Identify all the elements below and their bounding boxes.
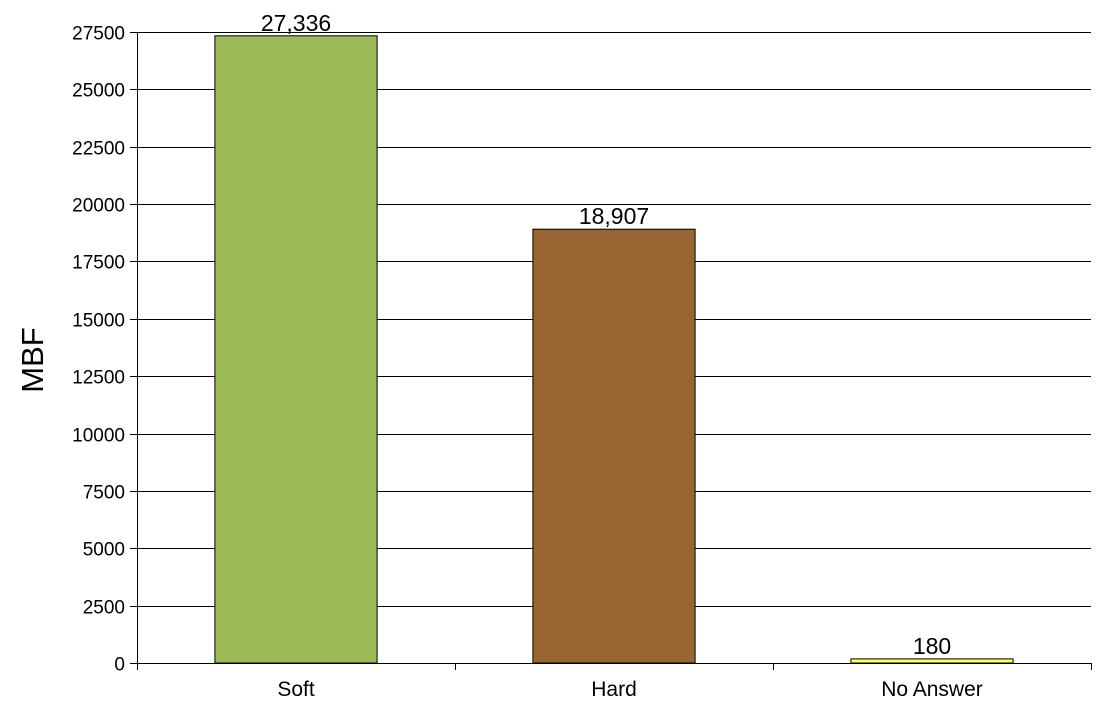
y-tick-label: 25000 bbox=[72, 81, 125, 102]
y-tick-label: 0 bbox=[114, 655, 125, 676]
y-tick-label: 2500 bbox=[83, 598, 125, 619]
data-label: 18,907 bbox=[579, 203, 649, 229]
y-tick-label: 12500 bbox=[72, 368, 125, 389]
x-tick-label: Hard bbox=[591, 678, 637, 701]
y-tick-label: 27500 bbox=[72, 24, 125, 45]
y-tick-label: 20000 bbox=[72, 196, 125, 217]
y-tick-label: 17500 bbox=[72, 253, 125, 274]
bars bbox=[214, 35, 1014, 664]
bar-soft bbox=[214, 35, 378, 664]
x-tick-label: No Answer bbox=[881, 678, 983, 701]
data-label: 180 bbox=[913, 633, 951, 659]
data-labels: 27,336 18,907 180 bbox=[261, 10, 951, 659]
axes bbox=[130, 32, 1092, 670]
y-tick-label: 15000 bbox=[72, 311, 125, 332]
x-tick-label: Soft bbox=[277, 678, 315, 701]
y-tick-label: 22500 bbox=[72, 139, 125, 160]
y-tick-label: 7500 bbox=[83, 483, 125, 504]
bar-hard bbox=[532, 228, 696, 664]
y-tick-label: 5000 bbox=[83, 540, 125, 561]
x-tick-labels: Soft Hard No Answer bbox=[277, 678, 982, 701]
y-tick-label: 10000 bbox=[72, 426, 125, 447]
y-axis-title: MBF bbox=[15, 327, 50, 392]
y-tick-labels: 0 2500 5000 7500 10000 12500 15000 17500 20000 22… bbox=[72, 24, 125, 676]
bar-no-answer bbox=[850, 658, 1014, 664]
data-label: 27,336 bbox=[261, 10, 331, 36]
